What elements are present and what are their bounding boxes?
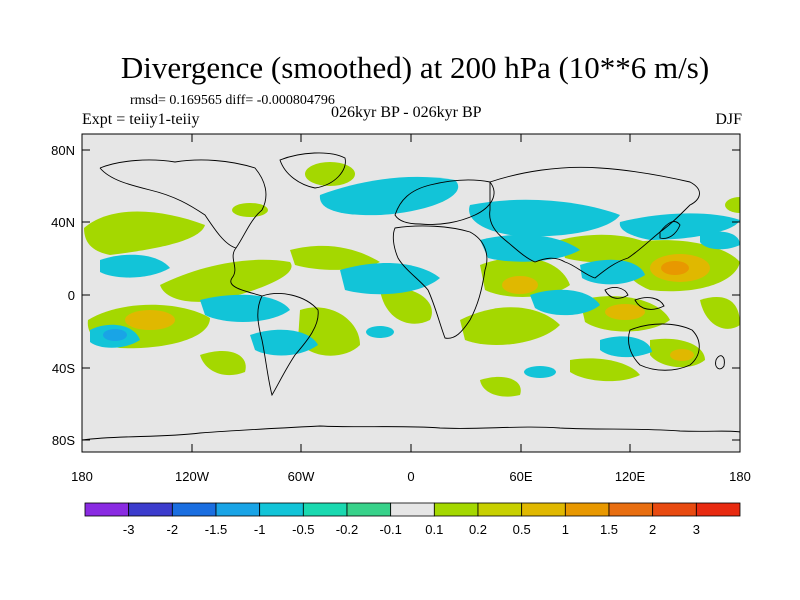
lat-label-80n: 80N (51, 143, 75, 158)
colorbar-label: -2 (167, 522, 179, 537)
positive-core (670, 349, 694, 361)
colorbar-swatch (564, 502, 610, 517)
season-label: DJF (715, 111, 742, 128)
coastline-south-america (257, 293, 319, 397)
negative-indian-ocean (530, 289, 600, 316)
negative-equatorial-atlantic (340, 263, 440, 295)
coastlines (82, 152, 740, 441)
lon-label-60w: 60W (288, 469, 315, 484)
positive-south-indian (460, 307, 560, 345)
map-title: Divergence (smoothed) at 200 hPa (10**6 … (120, 50, 710, 85)
colorbar-swatch (695, 502, 741, 517)
lon-label-120e: 120E (615, 469, 646, 484)
lat-label-40s: 40S (52, 361, 75, 376)
colorbar-swatch (346, 502, 392, 517)
positive-strong-core (661, 261, 689, 275)
colorbar-swatch (259, 502, 304, 517)
colorbar-swatch (652, 502, 697, 517)
colorbar-label: -0.2 (336, 522, 358, 537)
coastline-north-america (99, 167, 237, 249)
colorbar-swatch (171, 502, 217, 517)
colorbar-label: -0.5 (292, 522, 314, 537)
colorbar-label: -1 (254, 522, 266, 537)
colorbar-swatch (302, 502, 348, 517)
coastline-europe (394, 179, 495, 225)
coastline-maritime-continent (604, 287, 665, 310)
lon-label-180w: 180 (71, 469, 93, 484)
colorbar: -3 -2 -1.5 -1 -0.5 -0.2 -0.1 0.1 0.2 0.5 1 1.5 2 3 (84, 502, 741, 537)
positive-south-pacific-east (200, 351, 246, 376)
negative-eurasia (469, 199, 620, 237)
positive-southern-ocean (570, 358, 640, 382)
positive-core (125, 310, 175, 330)
coastline-north-america (99, 159, 267, 297)
colorbar-swatch (608, 502, 654, 517)
negative-indian-ocean (480, 234, 580, 262)
colorbar-swatch (433, 502, 479, 517)
coastline-antarctica (82, 425, 740, 441)
negative-area (524, 366, 556, 378)
positive-band-subtropics (160, 259, 292, 302)
lon-label-120w: 120W (175, 469, 210, 484)
experiment-label: Expt = teiiy1-teiiy (82, 111, 200, 128)
negative-southern-ocean (250, 329, 318, 356)
coastline-asia (489, 166, 700, 279)
negative-central-pacific (700, 231, 740, 250)
divergence-field (82, 134, 740, 452)
period-label: 026kyr BP - 026kyr BP (331, 104, 482, 121)
colorbar-label: 2 (649, 522, 656, 537)
positive-band-north-pacific (84, 211, 205, 255)
coastline-greenland (279, 152, 346, 189)
latitude-axis: 80N 40N 0 40S 80S (51, 143, 740, 448)
colorbar-label: 0.5 (513, 522, 531, 537)
positive-area (232, 203, 268, 217)
negative-north-atlantic (319, 176, 459, 216)
colorbar-swatch (84, 502, 130, 517)
colorbar-label: 1 (562, 522, 569, 537)
positive-core (605, 304, 645, 320)
colorbar-label: -1.5 (205, 522, 227, 537)
colorbar-label: 0.2 (469, 522, 487, 537)
colorbar-swatch (390, 502, 435, 517)
colorbar-swatch (215, 502, 261, 517)
colorbar-swatch (477, 502, 523, 517)
rmsd-diff-stats: rmsd= 0.169565 diff= -0.000804796 (130, 93, 335, 108)
negative-divergence-areas (90, 176, 740, 378)
positive-south-atlantic (380, 288, 432, 324)
negative-west-pacific (580, 259, 645, 285)
lon-label-0: 0 (407, 469, 414, 484)
colorbar-label: 3 (693, 522, 700, 537)
coastline-new-zealand (715, 355, 725, 370)
negative-southern-ocean (600, 336, 652, 358)
positive-area (725, 197, 740, 213)
lat-label-0: 0 (68, 288, 75, 303)
coastline-australia (628, 323, 700, 371)
lon-label-60e: 60E (509, 469, 532, 484)
positive-area (290, 245, 380, 270)
colorbar-label: -0.1 (379, 522, 401, 537)
colorbar-swatch (128, 502, 173, 517)
coastline-japan (659, 221, 681, 239)
lon-label-180e: 180 (729, 469, 751, 484)
negative-subtropical-band (200, 294, 290, 322)
positive-east-pacific (700, 297, 740, 329)
positive-core (502, 276, 538, 294)
negative-core (103, 329, 127, 341)
positive-area (305, 162, 355, 186)
colorbar-label: 0.1 (425, 522, 443, 537)
negative-area (366, 326, 394, 338)
positive-area (480, 376, 521, 397)
lat-label-40n: 40N (51, 215, 75, 230)
colorbar-label: 1.5 (600, 522, 618, 537)
negative-band (100, 254, 170, 278)
colorbar-label: -3 (123, 522, 135, 537)
lat-label-80s: 80S (52, 433, 75, 448)
coastline-africa (392, 225, 488, 339)
longitude-axis: 180 120W 60W 0 60E 120E 180 (71, 134, 751, 484)
colorbar-swatch (521, 502, 566, 517)
